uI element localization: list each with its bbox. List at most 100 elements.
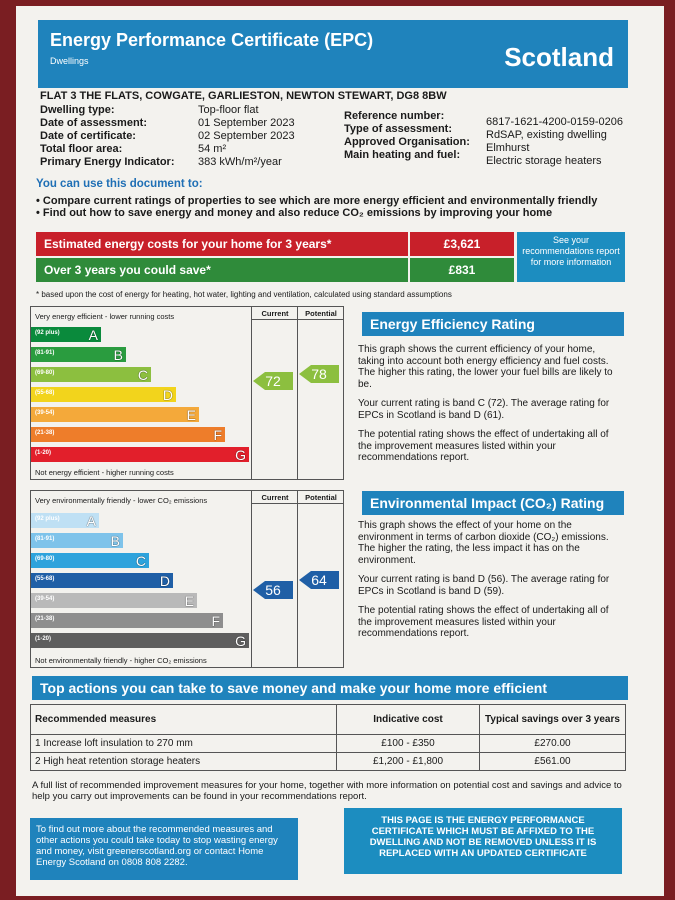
ee-top-label: Very energy efficient - lower running co… bbox=[35, 312, 175, 321]
ei-potential-arrow: 64 bbox=[299, 571, 339, 589]
detail-value: 6817-1621-4200-0159-0206 bbox=[486, 116, 624, 128]
saving-cell: £270.00 bbox=[479, 734, 626, 753]
band-range: (39-54) bbox=[35, 410, 55, 416]
band-range: (1-20) bbox=[35, 450, 52, 456]
ei-bands: (92 plus) A (81-91) B (69-80) C (55-68) D (3… bbox=[31, 513, 251, 653]
cost-cell: £100 - £350 bbox=[336, 734, 480, 753]
band-range: (81-91) bbox=[35, 350, 55, 356]
ee-potential-arrow: 78 bbox=[299, 365, 339, 383]
ee-band-e: (39-54) E bbox=[31, 407, 199, 423]
band-letter: F bbox=[211, 613, 220, 629]
ee-potential-header: Potential bbox=[305, 309, 337, 318]
epc-subtitle: Dwellings bbox=[50, 56, 89, 66]
band-range: (39-54) bbox=[35, 596, 55, 602]
band-letter: A bbox=[88, 327, 98, 343]
band-range: (69-80) bbox=[35, 370, 55, 376]
ee-band-d: (55-68) D bbox=[31, 387, 176, 403]
ei-band-c: (69-80) C bbox=[31, 553, 149, 569]
band-letter: E bbox=[186, 407, 196, 423]
bullet-item: • Find out how to save energy and money … bbox=[36, 207, 553, 219]
band-letter: D bbox=[162, 387, 173, 403]
band-letter: B bbox=[113, 347, 123, 363]
use-bullets: • Compare current ratings of properties … bbox=[36, 195, 626, 219]
divider bbox=[251, 307, 252, 479]
ee-band-a: (92 plus) A bbox=[31, 327, 101, 343]
band-letter: F bbox=[213, 427, 222, 443]
ei-band-f: (21-38) F bbox=[31, 613, 223, 629]
detail-label: Total floor area: bbox=[40, 143, 123, 155]
ee-current-header: Current bbox=[261, 309, 289, 318]
use-title: You can use this document to: bbox=[36, 178, 203, 190]
see-recommendations-box: See your recommendations report for more… bbox=[517, 232, 625, 282]
divider bbox=[251, 491, 252, 667]
estimated-costs-label: Estimated energy costs for your home for… bbox=[44, 237, 332, 251]
column-header: Recommended measures bbox=[30, 704, 337, 735]
estimated-costs-value: £3,621 bbox=[410, 232, 514, 256]
detail-label: Date of certificate: bbox=[40, 130, 136, 142]
column-header: Indicative cost bbox=[336, 704, 480, 735]
actions-table: Recommended measures Indicative cost Typ… bbox=[30, 704, 626, 771]
detail-label: Approved Organisation: bbox=[344, 136, 470, 148]
ee-band-c: (69-80) C bbox=[31, 367, 151, 383]
table-row: 1 Increase loft insulation to 270 mm £10… bbox=[30, 734, 626, 753]
detail-value: Electric storage heaters bbox=[486, 155, 602, 167]
band-range: (81-91) bbox=[35, 536, 55, 542]
band-range: (55-68) bbox=[35, 576, 55, 582]
ei-current-header: Current bbox=[261, 493, 289, 502]
detail-value: 02 September 2023 bbox=[198, 130, 295, 142]
ei-band-e: (39-54) E bbox=[31, 593, 197, 609]
ee-band-f: (21-38) F bbox=[31, 427, 225, 443]
detail-value: 383 kWh/m²/year bbox=[198, 156, 282, 168]
actions-note: A full list of recommended improvement m… bbox=[32, 780, 622, 802]
details-left-values: Top-floor flat 01 September 2023 02 Sept… bbox=[198, 104, 338, 169]
table-header-row: Recommended measures Indicative cost Typ… bbox=[30, 704, 626, 735]
estimated-costs-bar: Estimated energy costs for your home for… bbox=[36, 232, 408, 256]
band-letter: B bbox=[110, 533, 120, 549]
bullet-item: • Compare current ratings of properties … bbox=[36, 195, 598, 207]
band-range: (92 plus) bbox=[35, 516, 60, 522]
detail-label: Main heating and fuel: bbox=[344, 149, 461, 161]
ee-bands: (92 plus) A (81-91) B (69-80) C (55-68) D (3… bbox=[31, 327, 251, 467]
detail-value: Top-floor flat bbox=[198, 104, 259, 116]
divider bbox=[297, 307, 298, 479]
detail-label: Type of assessment: bbox=[344, 123, 453, 135]
details-left-labels: Dwelling type: Date of assessment: Date … bbox=[40, 104, 195, 169]
band-range: (55-68) bbox=[35, 390, 55, 396]
ee-paragraph: The potential rating shows the effect of… bbox=[358, 429, 609, 463]
ei-description: This graph shows the effect of your home… bbox=[358, 520, 620, 640]
table-row: 2 High heat retention storage heaters £1… bbox=[30, 752, 626, 771]
ei-bottom-label: Not environmentally friendly - higher CO… bbox=[35, 656, 207, 665]
detail-value: 01 September 2023 bbox=[198, 117, 295, 129]
savings-value: £831 bbox=[410, 258, 514, 282]
epc-title: Energy Performance Certificate (EPC) bbox=[50, 30, 374, 50]
ee-bottom-label: Not energy efficient - higher running co… bbox=[35, 468, 174, 477]
details-right-labels: Reference number: Type of assessment: Ap… bbox=[344, 110, 484, 162]
details-right-values: 6817-1621-4200-0159-0206 RdSAP, existing… bbox=[486, 116, 636, 168]
cost-cell: £1,200 - £1,800 bbox=[336, 752, 480, 771]
detail-value: Elmhurst bbox=[486, 142, 530, 154]
ei-band-d: (55-68) D bbox=[31, 573, 173, 589]
more-info-box: To find out more about the recommended m… bbox=[30, 818, 298, 880]
band-letter: G bbox=[235, 633, 246, 649]
ee-description: This graph shows the current efficiency … bbox=[358, 344, 620, 464]
epc-header: Energy Performance Certificate (EPC) Dwe… bbox=[38, 20, 628, 88]
band-letter: D bbox=[159, 573, 170, 589]
ee-chart: Very energy efficient - lower running co… bbox=[30, 306, 344, 480]
band-letter: C bbox=[135, 553, 146, 569]
ei-paragraph: Your current rating is band D (56). The … bbox=[358, 574, 610, 597]
ee-paragraph: Your current rating is band C (72). The … bbox=[358, 398, 610, 421]
bullet-text: Find out how to save energy and money an… bbox=[42, 207, 553, 219]
cost-footnote: * based upon the cost of energy for heat… bbox=[36, 290, 452, 299]
saving-cell: £561.00 bbox=[479, 752, 626, 771]
band-letter: G bbox=[235, 447, 246, 463]
ei-potential-header: Potential bbox=[305, 493, 337, 502]
detail-value: 54 m² bbox=[198, 143, 227, 155]
detail-label: Primary Energy Indicator: bbox=[40, 156, 175, 168]
column-header: Typical savings over 3 years bbox=[479, 704, 626, 735]
ei-paragraph: This graph shows the effect of your home… bbox=[358, 520, 609, 566]
country-label: Scotland bbox=[504, 42, 614, 72]
ei-chart: Very environmentally friendly - lower CO… bbox=[30, 490, 344, 668]
measure-cell: 2 High heat retention storage heaters bbox=[30, 752, 337, 771]
ei-band-a: (92 plus) A bbox=[31, 513, 99, 529]
ei-section-title: Environmental Impact (CO₂) Rating bbox=[362, 491, 624, 515]
